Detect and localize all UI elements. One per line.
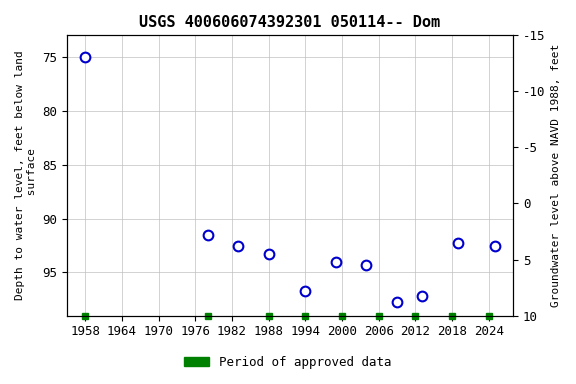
Y-axis label: Depth to water level, feet below land
 surface: Depth to water level, feet below land su… — [15, 51, 37, 300]
Y-axis label: Groundwater level above NAVD 1988, feet: Groundwater level above NAVD 1988, feet — [551, 44, 561, 307]
Legend: Period of approved data: Period of approved data — [179, 351, 397, 374]
Title: USGS 400606074392301 050114-- Dom: USGS 400606074392301 050114-- Dom — [139, 15, 441, 30]
